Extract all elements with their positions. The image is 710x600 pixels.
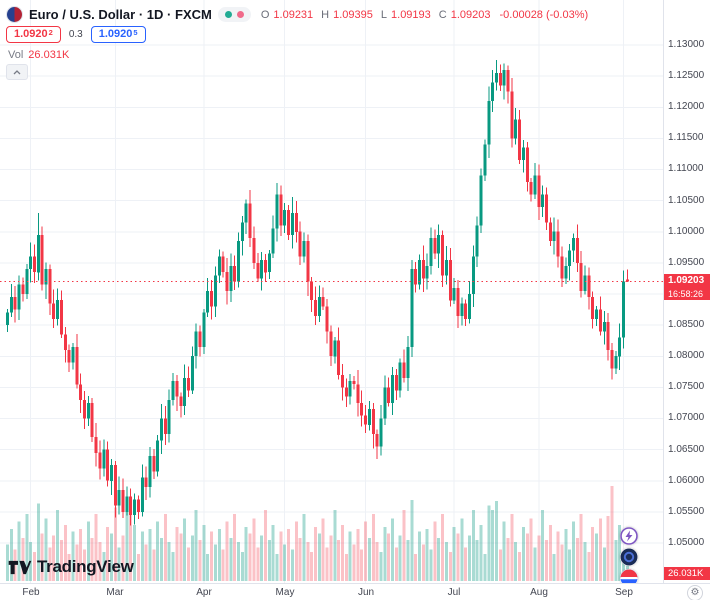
legend-status-pill[interactable]: [217, 7, 251, 22]
status-dot-pink-icon: [236, 11, 244, 18]
time-axis[interactable]: Feb Mar Apr May Jun Jul Aug Sep ⚙: [0, 583, 710, 600]
price-tick-label: 1.12500: [668, 70, 705, 81]
time-tick-label: Aug: [530, 587, 548, 598]
low-value: 1.09193: [391, 8, 431, 21]
price-tick-label: 1.05000: [668, 537, 705, 548]
price-tick-label: 1.11500: [668, 132, 704, 143]
exchange-label: FXCM: [175, 7, 212, 22]
time-tick-label: Feb: [22, 587, 40, 598]
separator: ·: [167, 7, 172, 22]
community-button[interactable]: [620, 569, 638, 587]
broker-account-button[interactable]: [620, 548, 638, 566]
price-tick-label: 1.05500: [668, 506, 705, 517]
time-tick-label: Mar: [106, 587, 124, 598]
ohlc-readout: O 1.09231 H 1.09395 L 1.09193 C 1.09203 …: [257, 9, 588, 21]
sell-price-sup: 2: [48, 28, 53, 37]
price-tick-label: 1.07000: [668, 412, 705, 423]
price-tick-label: 1.08000: [668, 350, 705, 361]
sell-button[interactable]: 1.0920 2: [6, 26, 61, 43]
volume-badge: 26.031K: [664, 567, 710, 580]
buy-button[interactable]: 1.0920 5: [90, 26, 146, 43]
time-tick-label: Jun: [357, 587, 375, 598]
last-price-badge: 1.09203: [664, 274, 710, 288]
price-tick-label: 1.08500: [668, 319, 705, 330]
price-axis[interactable]: 1.13000 1.12500 1.12000 1.11500 1.11000 1.105…: [663, 0, 710, 583]
high-value: 1.09395: [333, 8, 373, 21]
symbol-logo-icon: [6, 6, 23, 23]
collapse-legend-button[interactable]: [6, 64, 28, 80]
time-tick-label: Sep: [615, 587, 633, 598]
price-tick-label: 1.10000: [668, 226, 705, 237]
buy-price: 1.0920: [98, 28, 133, 40]
price-tick-label: 1.10500: [668, 195, 705, 206]
time-tick-label: Jul: [447, 587, 461, 598]
low-label: L: [380, 8, 388, 21]
gear-icon: ⚙: [690, 587, 700, 598]
open-value: 1.09231: [273, 8, 314, 21]
open-label: O: [260, 8, 270, 21]
red-blue-globe-icon: [620, 569, 638, 587]
change-value: -0.00028 (-0.03%): [499, 8, 589, 21]
bar-countdown-badge: 16:58:26: [664, 288, 710, 300]
high-label: H: [321, 8, 330, 21]
price-tick-label: 1.07500: [668, 381, 705, 392]
chart-legend: Euro / U.S. Dollar · 1D · FXCM O 1.09231…: [6, 6, 588, 23]
candlestick-chart-canvas[interactable]: [0, 0, 663, 583]
volume-value: 26.031K: [28, 49, 70, 61]
quick-trade-button[interactable]: [620, 527, 638, 545]
time-tick-label: May: [275, 587, 295, 598]
separator: ·: [138, 7, 144, 22]
status-dot-teal-icon: [224, 11, 232, 18]
interval-label: 1D: [146, 7, 164, 22]
price-tick-label: 1.11000: [668, 163, 704, 174]
price-tick-label: 1.06000: [668, 475, 705, 486]
close-value: 1.09203: [450, 8, 491, 21]
tradingview-logo-text: TradingView: [37, 557, 134, 576]
symbol-title[interactable]: Euro / U.S. Dollar · 1D · FXCM: [29, 7, 212, 22]
floating-buttons: [620, 527, 638, 587]
spread-value: 0.3: [68, 29, 83, 40]
close-label: C: [438, 8, 447, 21]
trade-buttons-row: 1.0920 2 0.3 1.0920 5: [6, 26, 146, 43]
time-tick-label: Apr: [196, 587, 212, 598]
price-tick-label: 1.13000: [668, 39, 705, 50]
tradingview-mark-icon: [8, 560, 32, 574]
symbol-name: Euro / U.S. Dollar: [29, 7, 136, 22]
price-tick-label: 1.09500: [668, 257, 705, 268]
buy-price-sup: 5: [133, 28, 138, 37]
chevron-up-icon: [13, 69, 21, 74]
price-tick-label: 1.06500: [668, 444, 705, 455]
sell-price: 1.0920: [14, 28, 48, 40]
lightning-icon: [620, 527, 638, 545]
broker-logo-icon: [620, 548, 638, 566]
tradingview-logo[interactable]: TradingView: [8, 557, 134, 577]
price-tick-label: 1.12000: [668, 101, 705, 112]
volume-readout: Vol 26.031K: [8, 49, 69, 61]
volume-label: Vol: [8, 49, 24, 61]
axis-settings-button[interactable]: ⚙: [687, 585, 703, 600]
